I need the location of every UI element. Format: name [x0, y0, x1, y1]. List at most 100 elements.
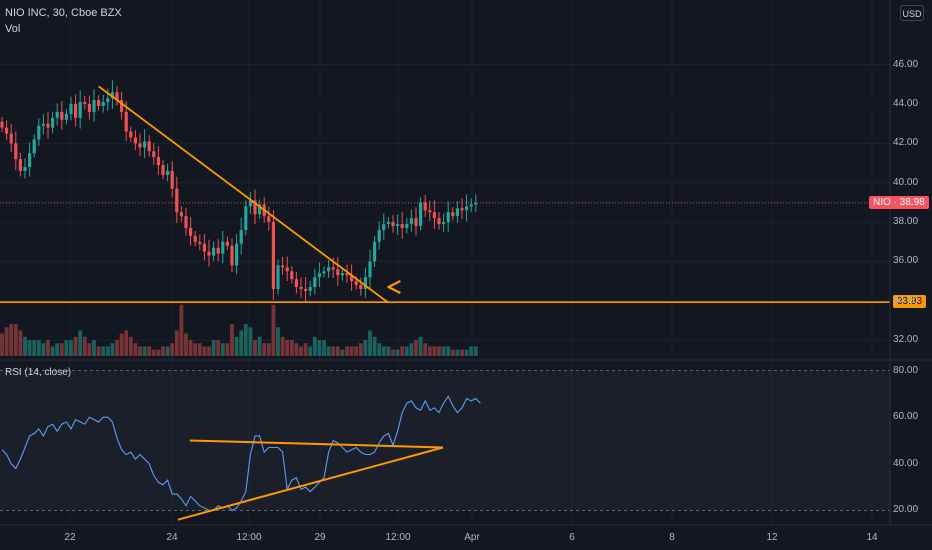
symbol-title[interactable]: NIO INC, 30, Cboe BZX: [5, 7, 122, 19]
volume-bar: [266, 343, 271, 356]
volume-bar: [386, 346, 391, 356]
volume-bar: [303, 343, 308, 356]
candle-body: [198, 241, 202, 244]
volume-bar: [110, 343, 115, 356]
volume-bar: [262, 343, 267, 356]
rsi-pane: [0, 370, 890, 512]
candle-body: [184, 216, 188, 228]
candle-body: [267, 216, 271, 223]
candle-body: [336, 269, 340, 276]
volume-bar: [340, 349, 345, 356]
volume-bar: [161, 346, 165, 356]
candle-body: [460, 208, 464, 211]
candle-body: [9, 133, 13, 144]
candle-body: [327, 267, 331, 272]
price-tick-label: 46.00: [893, 58, 919, 70]
candle-body: [14, 143, 18, 160]
price-tick-label: 42.00: [893, 137, 919, 149]
candle-body: [253, 200, 257, 215]
volume-bar: [128, 336, 133, 356]
candle-body: [455, 208, 459, 217]
volume-bars: [0, 304, 478, 356]
candle-body: [409, 218, 413, 225]
volume-bar: [188, 340, 193, 356]
candle-body: [386, 222, 390, 225]
volume-bar: [395, 349, 400, 356]
candle-body: [474, 202, 478, 205]
volume-bar: [124, 330, 129, 356]
candle-body: [189, 228, 193, 236]
candle-body: [106, 98, 110, 103]
volume-bar: [115, 340, 119, 356]
volume-bar: [64, 340, 69, 356]
breakout-arrow: [387, 280, 401, 295]
candle-body: [359, 285, 363, 289]
price-tick-label: 38.00: [893, 216, 919, 228]
candle-body: [345, 273, 349, 276]
volume-bar: [179, 304, 184, 356]
candle-body: [419, 202, 423, 227]
candle-body: [179, 212, 183, 217]
candle-body: [74, 104, 78, 118]
candle-body: [32, 139, 36, 154]
time-tick-label: 8: [669, 532, 675, 543]
volume-label[interactable]: Vol: [5, 23, 21, 35]
volume-bar: [82, 336, 87, 356]
candle-body: [60, 111, 64, 120]
volume-bar: [469, 346, 474, 356]
volume-bar: [27, 340, 32, 356]
candle-body: [414, 218, 418, 227]
time-tick-label: 14: [866, 532, 878, 543]
candle-body: [216, 247, 220, 254]
time-tick-label: 12:00: [385, 532, 411, 543]
candles: [0, 80, 478, 302]
candle-body: [285, 267, 289, 272]
volume-bar: [276, 327, 280, 356]
candle-body: [101, 102, 105, 106]
volume-bar: [423, 343, 428, 356]
candle-body: [391, 222, 395, 227]
volume-bar: [55, 343, 60, 356]
candle-body: [258, 204, 262, 215]
volume-bar: [455, 349, 460, 356]
volume-bar: [216, 340, 221, 356]
rsi-band: [0, 370, 890, 511]
candle-body: [465, 206, 469, 211]
candle-body: [46, 123, 50, 128]
volume-bar: [441, 346, 446, 356]
candle-body: [78, 102, 82, 118]
volume-bar: [331, 346, 336, 356]
volume-bar: [165, 346, 170, 356]
rsi-label[interactable]: RSI (14, close): [5, 367, 72, 378]
currency-button[interactable]: USD: [900, 5, 924, 21]
volume-bar: [32, 340, 37, 356]
trendline-drawings[interactable]: [0, 85, 890, 521]
volume-bar: [294, 343, 299, 356]
candle-body: [423, 202, 427, 211]
volume-bar: [87, 343, 92, 356]
candle-body: [225, 241, 229, 246]
volume-bar: [69, 340, 73, 356]
candle-body: [350, 275, 354, 282]
candle-body: [331, 267, 335, 270]
candle-body: [290, 271, 294, 280]
candle-body: [28, 153, 32, 167]
volume-bar: [197, 343, 202, 356]
candle-body: [377, 229, 381, 242]
candle-body: [175, 188, 179, 213]
volume-bar: [363, 340, 368, 356]
volume-bar: [4, 327, 9, 356]
volume-bar: [289, 340, 294, 356]
candle-body: [405, 224, 409, 228]
rsi-upper-trendline: [189, 439, 444, 449]
volume-bar: [234, 336, 239, 356]
price-tick-label: 44.00: [893, 98, 919, 110]
candle-body: [152, 151, 156, 158]
candle-body: [156, 157, 160, 166]
candle-body: [207, 251, 211, 256]
candle-body: [469, 204, 473, 207]
candle-body: [304, 289, 308, 291]
volume-bar: [400, 346, 405, 356]
